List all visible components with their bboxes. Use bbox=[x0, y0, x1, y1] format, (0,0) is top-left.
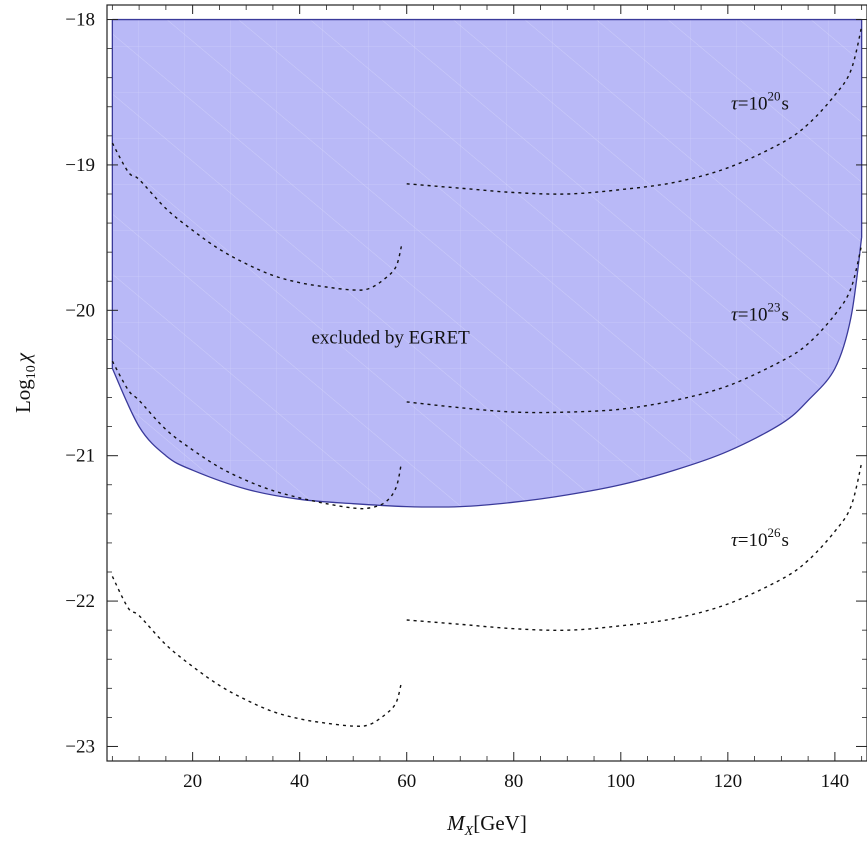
y-axis-title: Log10χ bbox=[11, 352, 39, 413]
y-axis-title-symbol: χ bbox=[11, 352, 35, 364]
annotation-tau20: τ=1020s bbox=[731, 89, 789, 115]
annotation-tau20-symbol: τ bbox=[731, 94, 739, 115]
y-axis-title-main: Log bbox=[11, 379, 35, 413]
x-tick-label-100: 100 bbox=[607, 771, 636, 792]
annotation-tau20-exp: 20 bbox=[768, 89, 781, 104]
y-tick-label--23: −23 bbox=[65, 736, 95, 757]
annotation-tau23: τ=1023s bbox=[731, 299, 789, 325]
annotation-tau26: τ=1026s bbox=[731, 525, 789, 551]
annotation-tau26-symbol: τ bbox=[731, 530, 739, 551]
excluded-region-boundary bbox=[111, 237, 863, 508]
series-line-2-segment-1 bbox=[111, 360, 403, 510]
annotation-tau23-unit: s bbox=[782, 304, 789, 325]
x-tick-label-140: 140 bbox=[821, 771, 850, 792]
y-tick-label--22: −22 bbox=[65, 591, 95, 612]
x-tick-label-120: 120 bbox=[714, 771, 743, 792]
x-tick-label-60: 60 bbox=[397, 771, 416, 792]
annotation-tau23-symbol: τ bbox=[731, 304, 739, 325]
excluded-region-texture bbox=[112, 19, 862, 508]
annotation-tau26-unit: s bbox=[782, 530, 789, 551]
series-line-1-segment-1 bbox=[111, 142, 403, 291]
x-axis-title-sub: X bbox=[464, 824, 474, 839]
y-tick-label--21: −21 bbox=[65, 446, 95, 467]
x-tick-label-20: 20 bbox=[183, 771, 202, 792]
x-axis-title-main: M bbox=[446, 811, 466, 835]
annotation-tau23-base: =10 bbox=[738, 304, 768, 325]
x-axis-title: MX[GeV] bbox=[446, 811, 527, 839]
x-tick-label-40: 40 bbox=[290, 771, 309, 792]
series-line-1-segment-2 bbox=[406, 26, 863, 195]
series-line-2-segment-2 bbox=[406, 244, 863, 414]
annotation-tau23-exp: 23 bbox=[768, 299, 781, 314]
annotation-tau20-unit: s bbox=[782, 94, 789, 115]
annotation-tau20-base: =10 bbox=[738, 94, 768, 115]
y-tick-label--20: −20 bbox=[65, 300, 95, 321]
x-tick-label-80: 80 bbox=[504, 771, 523, 792]
series-line-3-segment-2 bbox=[406, 462, 863, 631]
series-line-3-segment-1 bbox=[111, 576, 403, 727]
annotation-tau26-base: =10 bbox=[738, 530, 768, 551]
y-tick-label--18: −18 bbox=[65, 10, 95, 31]
annotation-egret: excluded by EGRET bbox=[312, 328, 471, 349]
y-tick-label--19: −19 bbox=[65, 155, 95, 176]
x-axis-title-unit: [GeV] bbox=[473, 811, 527, 835]
y-axis-title-sub: 10 bbox=[24, 365, 39, 379]
annotation-tau26-exp: 26 bbox=[768, 525, 782, 540]
